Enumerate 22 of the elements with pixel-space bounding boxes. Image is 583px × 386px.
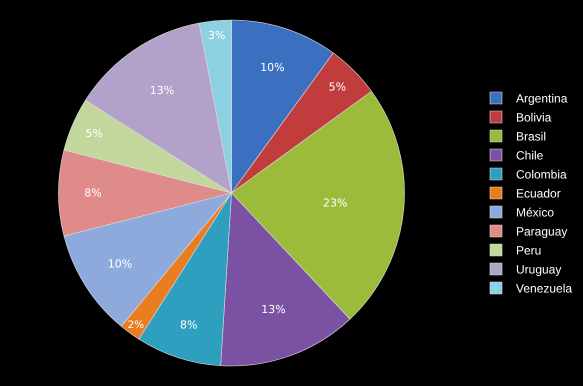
data-label: 8% xyxy=(180,318,198,332)
data-label: 5% xyxy=(328,80,346,94)
legend-label: Argentina xyxy=(516,92,568,106)
data-label: 23% xyxy=(322,196,348,210)
legend-label: Colombia xyxy=(516,168,568,182)
legend-label: Chile xyxy=(516,148,544,163)
legend-label: Uruguay xyxy=(516,262,562,277)
legend-label: México xyxy=(516,206,554,220)
data-label: 3% xyxy=(208,29,226,42)
data-label: 13% xyxy=(150,84,174,98)
data-label: 10% xyxy=(260,60,285,74)
legend-label: Paraguay xyxy=(516,224,568,239)
data-label: 10% xyxy=(108,257,132,270)
legend-label: Bolivia xyxy=(516,110,552,125)
data-label: 2% xyxy=(128,318,144,331)
legend-label: Brasil xyxy=(516,130,546,144)
data-label: 5% xyxy=(86,127,103,140)
legend-label: Peru xyxy=(516,244,542,258)
legend-label: Venezuela xyxy=(516,282,572,296)
data-label: 8% xyxy=(84,186,102,200)
legend-label: Ecuador xyxy=(516,186,561,201)
data-label: 13% xyxy=(261,303,286,316)
